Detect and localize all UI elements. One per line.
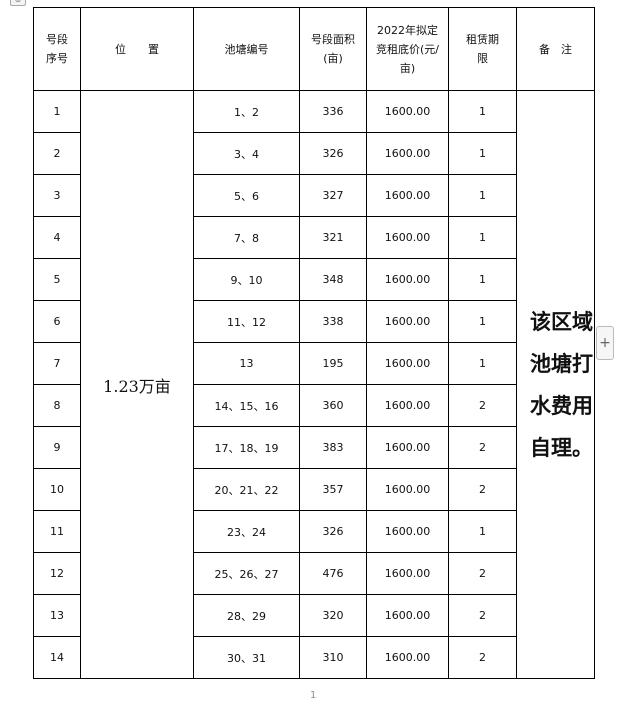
seq-cell: 6 [33,300,81,343]
price-cell: 1600.00 [366,594,449,637]
price-cell: 1600.00 [366,300,449,343]
price-cell: 1600.00 [366,384,449,427]
price-cell: 1600.00 [366,426,449,469]
table-row: 8 14、15、16 360 1600.00 2 [33,384,595,427]
seq-cell: 13 [33,594,81,637]
table-row: 1 1.23万亩 1、2 336 1600.00 1 该区域池塘打水费用自理。 [33,90,595,679]
table-row: 2 3、4 326 1600.00 1 [33,132,595,175]
ponds-cell: 5、6 [193,174,300,217]
term-cell: 1 [448,510,517,553]
area-cell: 310 [299,636,367,679]
area-cell: 383 [299,426,367,469]
term-cell: 1 [448,258,517,301]
ponds-cell: 28、29 [193,594,300,637]
header-note: 备 注 [516,7,595,91]
term-cell: 2 [448,468,517,511]
term-cell: 2 [448,594,517,637]
area-cell: 336 [299,90,367,133]
term-cell: 1 [448,300,517,343]
area-cell: 338 [299,300,367,343]
seq-cell: 5 [33,258,81,301]
price-cell: 1600.00 [366,174,449,217]
ponds-cell: 20、21、22 [193,468,300,511]
pond-lease-table: 号段序号 位 置 池塘编号 号段面积(亩) 2022年拟定竞租底价(元/亩) 租… [33,7,595,679]
table-move-handle-icon[interactable]: ⊕ [10,0,26,6]
price-cell: 1600.00 [366,258,449,301]
seq-cell: 7 [33,342,81,385]
price-cell: 1600.00 [366,342,449,385]
term-cell: 1 [448,342,517,385]
seq-cell: 9 [33,426,81,469]
ponds-cell: 25、26、27 [193,552,300,595]
seq-cell: 8 [33,384,81,427]
price-cell: 1600.00 [366,552,449,595]
header-pond-no: 池塘编号 [193,7,300,91]
area-cell: 195 [299,342,367,385]
area-cell: 357 [299,468,367,511]
area-cell: 321 [299,216,367,259]
price-cell: 1600.00 [366,216,449,259]
seq-cell: 4 [33,216,81,259]
table-row: 11 23、24 326 1600.00 1 [33,510,595,553]
area-cell: 320 [299,594,367,637]
ponds-cell: 13 [193,342,300,385]
price-cell: 1600.00 [366,510,449,553]
ponds-cell: 23、24 [193,510,300,553]
seq-cell: 12 [33,552,81,595]
ponds-cell: 1、2 [193,90,300,133]
ponds-cell: 9、10 [193,258,300,301]
term-cell: 1 [448,174,517,217]
price-cell: 1600.00 [366,132,449,175]
ponds-cell: 11、12 [193,300,300,343]
term-cell: 1 [448,132,517,175]
header-price: 2022年拟定竞租底价(元/亩) [366,7,449,91]
ponds-cell: 7、8 [193,216,300,259]
seq-cell: 10 [33,468,81,511]
term-cell: 2 [448,384,517,427]
page-number: 1 [310,690,317,701]
price-cell: 1600.00 [366,90,449,133]
table-row: 14 30、31 310 1600.00 2 [33,636,595,679]
header-location: 位 置 [80,7,194,91]
ponds-cell: 3、4 [193,132,300,175]
seq-cell: 2 [33,132,81,175]
table-row: 6 11、12 338 1600.00 1 [33,300,595,343]
term-cell: 1 [448,216,517,259]
term-cell: 2 [448,426,517,469]
table-row: 10 20、21、22 357 1600.00 2 [33,468,595,511]
ponds-cell: 14、15、16 [193,384,300,427]
header-area: 号段面积(亩) [299,7,367,91]
seq-cell: 11 [33,510,81,553]
price-cell: 1600.00 [366,636,449,679]
note-cell: 该区域池塘打水费用自理。 [516,90,595,679]
area-cell: 326 [299,510,367,553]
term-cell: 2 [448,636,517,679]
header-term: 租赁期限 [448,7,517,91]
header-row: 号段序号 位 置 池塘编号 号段面积(亩) 2022年拟定竞租底价(元/亩) 租… [33,7,595,91]
add-column-plus-icon[interactable]: + [596,326,614,360]
table-row: 12 25、26、27 476 1600.00 2 [33,552,595,595]
seq-cell: 14 [33,636,81,679]
area-cell: 326 [299,132,367,175]
term-cell: 1 [448,90,517,133]
ponds-cell: 17、18、19 [193,426,300,469]
price-cell: 1600.00 [366,468,449,511]
area-cell: 327 [299,174,367,217]
area-cell: 476 [299,552,367,595]
area-cell: 360 [299,384,367,427]
header-seq: 号段序号 [33,7,81,91]
ponds-cell: 30、31 [193,636,300,679]
term-cell: 2 [448,552,517,595]
area-cell: 348 [299,258,367,301]
location-cell: 1.23万亩 [80,90,194,679]
table-row: 13 28、29 320 1600.00 2 [33,594,595,637]
seq-cell: 3 [33,174,81,217]
seq-cell: 1 [33,90,81,133]
